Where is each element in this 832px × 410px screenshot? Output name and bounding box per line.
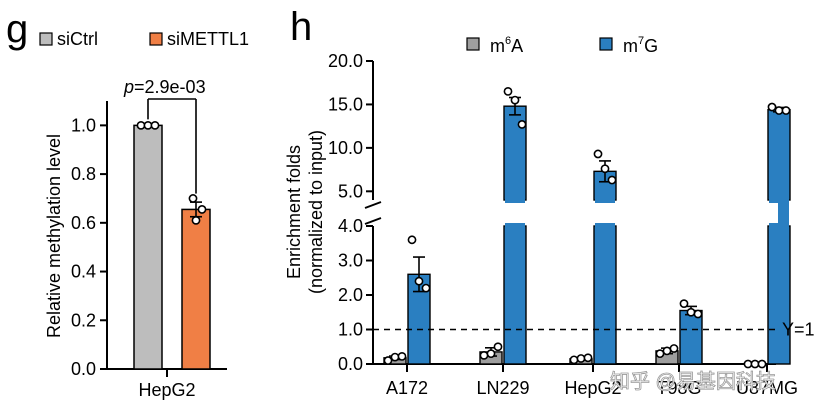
x-label-ln229: LN229 — [476, 378, 529, 398]
panel-letter-g: g — [6, 7, 28, 51]
data-point-m7G — [407, 235, 417, 245]
data-point-m6A — [757, 359, 767, 369]
y-tick-label-lower-h: 4.0 — [338, 216, 363, 236]
data-point-m7G — [781, 106, 791, 115]
y-tick-label-g: 0.4 — [71, 262, 96, 282]
axis-break-gap — [363, 203, 778, 223]
data-point-m7G — [607, 175, 617, 185]
legend-swatch-siMETTL1 — [149, 32, 163, 46]
data-point-m7G — [774, 106, 784, 115]
data-point-m6A — [583, 353, 593, 363]
legend-tail: A — [511, 36, 523, 56]
data-point-m7G — [517, 120, 527, 129]
x-label-t98g: T98G — [656, 378, 701, 398]
legend-sup: 6 — [505, 35, 511, 47]
y-tick-label-g: 0.8 — [71, 164, 96, 184]
y-axis-title-h-line2: (normalized to input) — [306, 130, 326, 294]
legend-sup: 7 — [638, 35, 644, 47]
y-tick-label-lower-h: 1.0 — [338, 320, 363, 340]
data-point-m6A — [655, 349, 665, 359]
data-point-m6A — [390, 352, 400, 362]
data-point-siMETTL1 — [191, 215, 201, 225]
data-point-m7G — [679, 299, 689, 309]
data-point-m7G — [503, 87, 513, 96]
watermark-text: 知乎 @易基因科技 — [610, 370, 776, 393]
p-symbol: p — [123, 77, 134, 97]
x-label-a172: A172 — [386, 378, 428, 398]
bar-siCtrl — [133, 124, 163, 370]
data-point-m6A — [397, 352, 407, 361]
bar-m7G-LN229-lower — [503, 225, 527, 365]
y-tick-label-g: 0.2 — [71, 310, 96, 330]
data-point-m7G — [686, 307, 696, 317]
data-point-m6A — [569, 355, 579, 365]
legend-swatch-m6A — [466, 37, 480, 51]
data-point-m6A — [486, 349, 496, 359]
data-point-m7G — [414, 276, 424, 286]
bar-m7G-HepG2-lower — [593, 225, 617, 365]
y-tick-label-g: 1.0 — [71, 115, 96, 135]
legend-label-siCtrl: siCtrl — [57, 29, 98, 49]
y-tick-label-g: 0.6 — [71, 213, 96, 233]
data-point-m6A — [383, 356, 393, 365]
data-point-siMETTL1 — [188, 194, 198, 203]
legend-swatch-siCtrl — [39, 32, 53, 46]
data-point-siMETTL1 — [197, 205, 207, 214]
y-axis-title-h-line1: Enrichment folds — [284, 145, 304, 279]
y-tick-label-upper-h: 20.0 — [328, 51, 363, 71]
data-point-m7G — [510, 95, 520, 105]
p-value-label: p=2.9e-03 — [123, 77, 206, 97]
panel-letter-h: h — [290, 5, 312, 49]
legend-tail: G — [644, 36, 658, 56]
data-point-m7G — [421, 283, 431, 293]
y-tick-label-upper-h: 10.0 — [328, 138, 363, 158]
p-value: =2.9e-03 — [134, 77, 206, 97]
legend-label-m6A: m6A — [490, 35, 523, 56]
x-label-hepg2: HepG2 — [138, 380, 195, 400]
data-point-m7G — [593, 149, 603, 159]
data-point-m7G — [600, 164, 610, 174]
data-point-siCtrl — [136, 120, 146, 130]
legend-label-m7G: m7G — [623, 35, 658, 56]
bar-m7G-T98G — [679, 309, 703, 365]
y-tick-label-lower-h: 3.0 — [338, 251, 363, 271]
axis-break-mark — [364, 201, 382, 209]
y-tick-label-lower-h: 2.0 — [338, 285, 363, 305]
legend-name: m — [490, 36, 505, 56]
data-point-m6A — [743, 359, 753, 369]
data-point-m6A — [662, 346, 672, 356]
reference-line-label: Y=1 — [782, 320, 815, 340]
legend-swatch-m7G — [599, 37, 613, 51]
data-point-siCtrl — [143, 120, 153, 130]
bar-m7G-U87MG-upper — [767, 108, 791, 201]
legend-label-siMETTL1: siMETTL1 — [167, 29, 249, 49]
y-tick-label-upper-h: 5.0 — [338, 181, 363, 201]
legend-name: m — [623, 36, 638, 56]
y-tick-label-g: 0.0 — [71, 359, 96, 379]
axis-break-mark — [364, 217, 382, 225]
y-axis-title-g: Relative methylation level — [44, 134, 64, 338]
y-tick-label-lower-h: 0.0 — [338, 354, 363, 374]
x-label-hepg2: HepG2 — [564, 378, 621, 398]
data-point-m6A — [750, 359, 760, 369]
data-point-m6A — [669, 344, 679, 353]
data-point-m7G — [693, 309, 703, 319]
x-label-u87mg: U87MG — [736, 378, 798, 398]
bar-siMETTL1 — [181, 208, 211, 370]
data-point-m7G — [767, 102, 777, 112]
data-point-m6A — [479, 350, 489, 360]
data-point-m6A — [576, 354, 586, 363]
data-point-m6A — [493, 342, 503, 352]
data-point-siCtrl — [150, 120, 160, 130]
bar-m7G-U87MG-lower — [767, 225, 791, 365]
y-tick-label-upper-h: 15.0 — [328, 94, 363, 114]
